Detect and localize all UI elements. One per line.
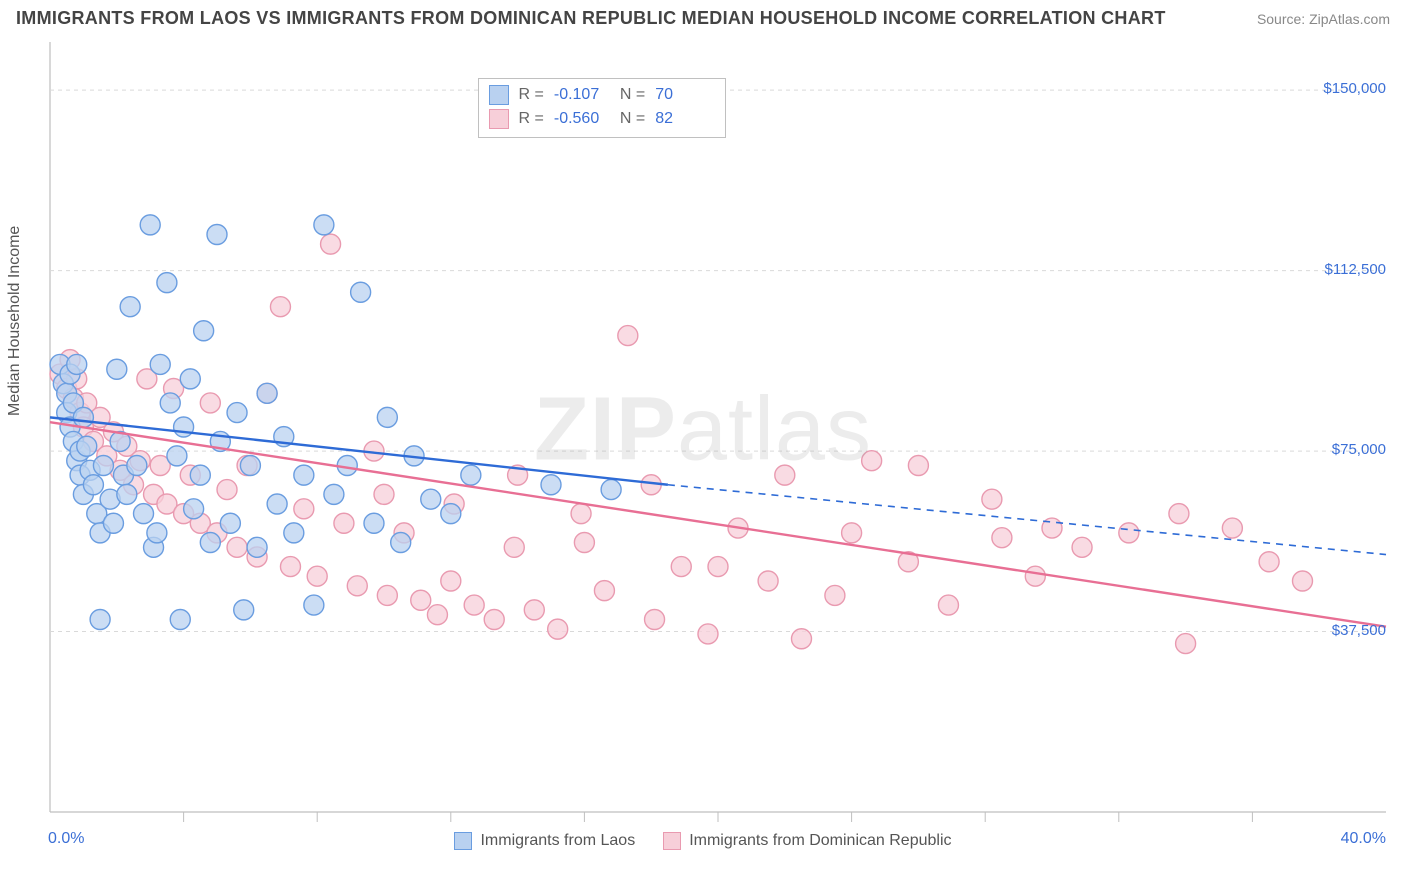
stat-r-value: -0.560 <box>554 110 610 128</box>
chart-area: Median Household Income ZIPatlas R =-0.1… <box>0 36 1406 856</box>
stat-r-label: R = <box>519 86 544 104</box>
stat-n-label: N = <box>620 110 645 128</box>
legend-swatch <box>454 832 472 850</box>
legend-swatch <box>663 832 681 850</box>
y-axis-title: Median Household Income <box>6 226 24 416</box>
legend-swatch <box>489 85 509 105</box>
source-label: Source: ZipAtlas.com <box>1257 11 1390 27</box>
chart-title: IMMIGRANTS FROM LAOS VS IMMIGRANTS FROM … <box>16 8 1166 29</box>
legend-label: Immigrants from Laos <box>480 832 635 850</box>
stats-row: R = -0.107 N = 70 <box>489 83 712 107</box>
stats-row: R = -0.560 N = 82 <box>489 107 712 131</box>
legend-label: Immigrants from Dominican Republic <box>689 832 951 850</box>
stat-r-value: -0.107 <box>554 86 610 104</box>
legend-item: Immigrants from Laos <box>454 832 635 850</box>
y-tick-label: $75,000 <box>1332 441 1386 458</box>
stat-n-value: 70 <box>655 86 711 104</box>
legend-item: Immigrants from Dominican Republic <box>663 832 951 850</box>
stat-n-value: 82 <box>655 110 711 128</box>
stats-legend-box: R = -0.107 N = 70 R = -0.560 N = 82 <box>478 78 727 138</box>
y-tick-label: $150,000 <box>1323 80 1386 97</box>
title-bar: IMMIGRANTS FROM LAOS VS IMMIGRANTS FROM … <box>0 0 1406 35</box>
bottom-legend: Immigrants from Laos Immigrants from Domi… <box>0 832 1406 850</box>
stat-n-label: N = <box>620 86 645 104</box>
legend-swatch <box>489 109 509 129</box>
y-tick-label: $112,500 <box>1325 261 1386 278</box>
y-tick-label: $37,500 <box>1332 622 1386 639</box>
stat-r-label: R = <box>519 110 544 128</box>
scatter-chart <box>0 36 1406 856</box>
